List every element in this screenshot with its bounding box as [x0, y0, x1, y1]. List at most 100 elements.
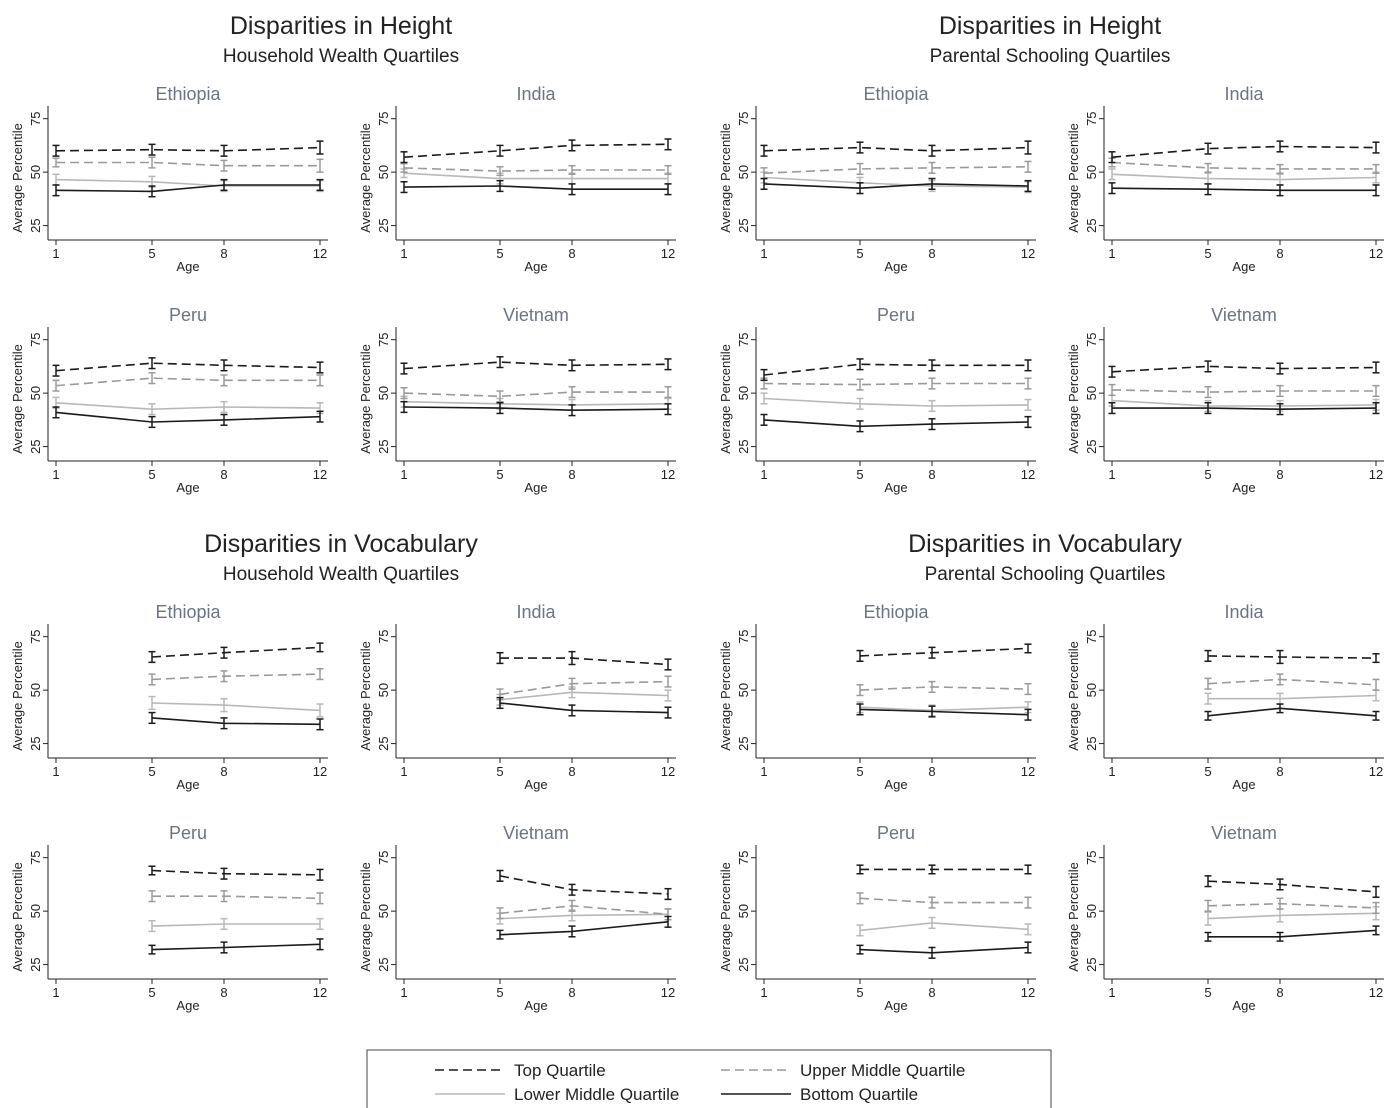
x-tick-label: 12	[1369, 246, 1383, 261]
series-lower-middle	[1204, 906, 1380, 926]
series-upper-middle	[1108, 383, 1380, 399]
series-line	[1207, 912, 1377, 920]
error-bar	[760, 413, 768, 426]
error-bar	[496, 390, 504, 403]
error-bar	[1204, 710, 1212, 721]
error-bar	[1204, 677, 1212, 690]
error-bar	[148, 403, 156, 416]
error-bar	[52, 144, 60, 157]
y-tick-label: 75	[736, 629, 751, 643]
error-bar	[148, 944, 156, 955]
x-axis-label: Age	[1232, 480, 1255, 495]
x-axis-label: Age	[884, 998, 907, 1013]
x-tick-label: 5	[1204, 246, 1211, 261]
y-tick-label: 50	[376, 165, 391, 179]
error-bar	[760, 177, 768, 190]
error-bar	[928, 377, 936, 390]
series-top	[856, 643, 1032, 663]
error-bar	[400, 400, 408, 414]
series-bottom	[148, 711, 324, 731]
x-tick-label: 12	[313, 246, 327, 261]
error-bar	[220, 917, 228, 931]
series-upper-middle	[496, 675, 672, 701]
error-bar	[1204, 183, 1212, 196]
series-upper-middle	[400, 385, 672, 403]
y-tick-label: 50	[28, 683, 43, 697]
series-line	[151, 869, 321, 876]
error-bar	[1276, 362, 1284, 375]
x-axis-label: Age	[524, 777, 547, 792]
y-tick-label: 50	[1084, 683, 1099, 697]
error-bar	[1024, 682, 1032, 696]
block-subtitle: Household Wealth Quartiles	[223, 564, 459, 585]
error-bar	[856, 892, 864, 905]
x-tick-label: 5	[148, 246, 155, 261]
error-bar	[928, 399, 936, 413]
series-top	[1108, 140, 1380, 164]
error-bar	[664, 183, 672, 196]
series-line	[151, 923, 320, 927]
series-bottom	[856, 941, 1032, 959]
error-bar	[1204, 649, 1212, 663]
y-tick-label: 25	[376, 736, 391, 750]
series-line	[1111, 145, 1377, 158]
x-tick-label: 1	[400, 467, 407, 482]
x-tick-label: 5	[856, 467, 863, 482]
error-bar	[1204, 875, 1212, 888]
x-tick-label: 5	[148, 985, 155, 1000]
panel-title: India	[516, 602, 556, 622]
series-line	[499, 904, 669, 916]
series-bottom	[496, 915, 672, 940]
y-tick-label: 75	[28, 332, 43, 346]
y-tick-label: 50	[736, 683, 751, 697]
error-bar	[568, 359, 576, 372]
legend-label-lower-middle: Lower Middle Quartile	[514, 1085, 679, 1104]
chart-block-1: Disparities in Height Household Wealth Qu…	[10, 12, 676, 495]
series-top	[496, 650, 672, 671]
error-bar	[928, 144, 936, 157]
y-tick-label: 25	[28, 218, 43, 232]
x-tick-label: 12	[313, 764, 327, 779]
panel-title: India	[1224, 84, 1264, 104]
panel-title: Vietnam	[1211, 823, 1277, 843]
error-bar	[148, 711, 156, 725]
y-tick-label: 25	[736, 957, 751, 971]
error-bar	[52, 406, 60, 419]
series-top	[760, 358, 1032, 382]
series-bottom	[400, 179, 672, 196]
y-tick-label: 75	[376, 111, 391, 125]
y-tick-label: 25	[1084, 957, 1099, 971]
x-tick-label: 1	[760, 246, 767, 261]
error-bar	[496, 696, 504, 710]
y-tick-label: 75	[376, 332, 391, 346]
error-bar	[220, 359, 228, 372]
y-tick-label: 50	[28, 165, 43, 179]
series-line	[55, 178, 320, 187]
error-bar	[664, 689, 672, 702]
series-upper-middle	[148, 890, 324, 905]
panel-title: Ethiopia	[863, 602, 929, 622]
x-tick-label: 5	[496, 985, 503, 1000]
error-bar	[1276, 703, 1284, 714]
x-tick-label: 8	[1276, 764, 1283, 779]
x-tick-label: 1	[1108, 467, 1115, 482]
x-tick-label: 5	[856, 246, 863, 261]
error-bar	[928, 864, 936, 875]
error-bar	[928, 161, 936, 174]
legend-label-top: Top Quartile	[514, 1061, 606, 1080]
series-line	[1111, 399, 1377, 407]
chart-blocks: Disparities in Height Household Wealth Qu…	[10, 12, 1384, 1013]
error-bar	[856, 420, 864, 433]
x-tick-label: 8	[568, 467, 575, 482]
x-tick-label: 12	[1021, 985, 1035, 1000]
y-tick-label: 75	[736, 332, 751, 346]
series-upper-middle	[760, 377, 1032, 391]
error-bar	[1372, 141, 1380, 154]
series-line	[1111, 173, 1377, 181]
error-bar	[1372, 678, 1380, 691]
series-line	[55, 362, 321, 372]
